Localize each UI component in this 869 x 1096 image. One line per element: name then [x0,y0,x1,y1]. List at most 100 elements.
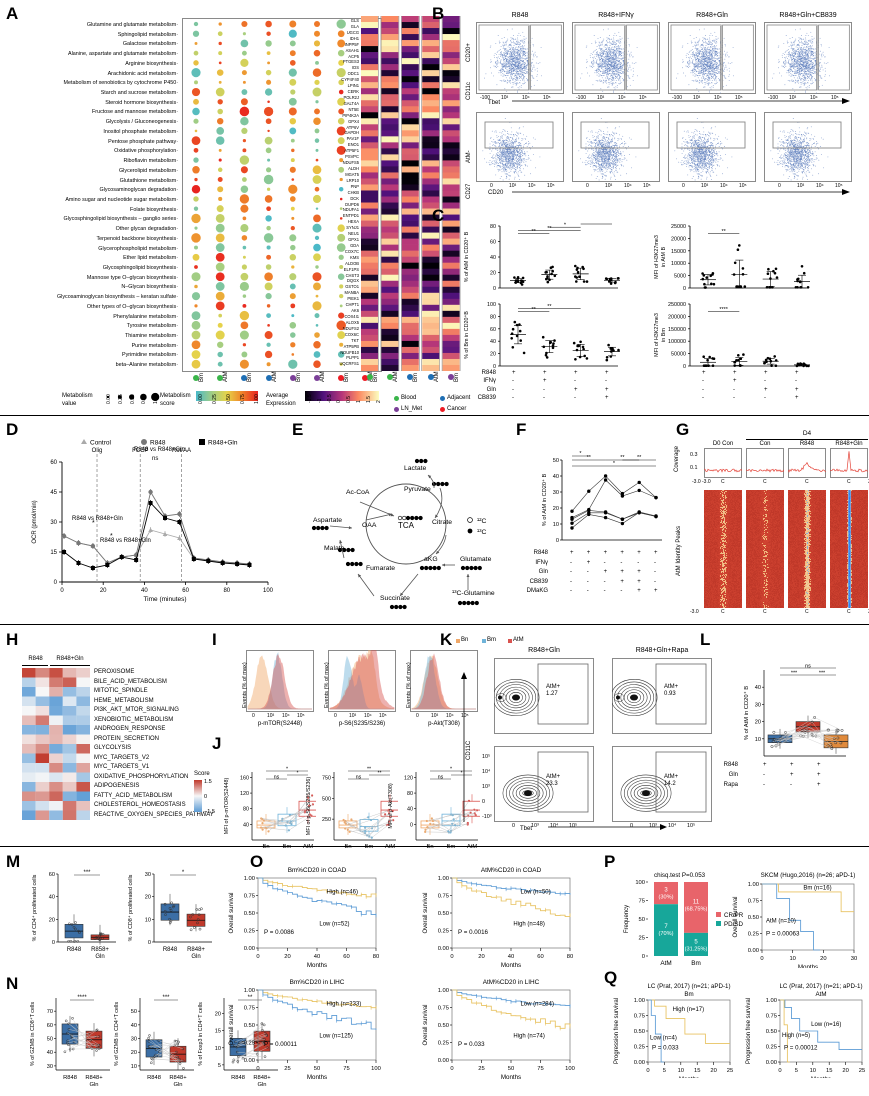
panel-label-I: I [212,630,217,650]
legend-tissue-dot [394,396,399,401]
svg-text:45: 45 [50,490,57,496]
panelG-coverage-trace [704,468,742,473]
legend-expression-tick: -1 [317,399,323,403]
panelC-condition-mark: - [512,395,514,401]
panelG-peak-rows [788,490,826,608]
panelA-gene-label: NDUFA1 [326,207,359,212]
panelC-condition-mark: + [702,370,706,376]
panelI-legend-swatch [508,639,512,643]
panelA-pathway-label: Phenylalanine metabolism· [0,314,178,320]
panelC-condition-mark: - [543,387,545,393]
panelG-x-tick: -3.0 [702,479,711,485]
panelK-contour-lines [494,663,589,725]
legend-tissue-dot [440,407,445,412]
panelA-heatmap-column-label: AtM [434,371,440,382]
panel-label-O: O [250,852,263,872]
panelB-flow-points-bottom [770,118,842,181]
panelA-gene-label: ALDH [326,166,359,171]
panelC-condition-mark: - [543,395,545,401]
legend-size-tick: 0.75 [141,394,147,404]
svg-text:Aspartate: Aspartate [313,517,342,524]
legend-tissue-label: Adjacent [447,395,470,401]
svg-text:20: 20 [553,506,559,512]
panelI-x-tick: 10³ [431,713,438,719]
panelL-condition-mark: + [817,772,821,778]
panelC-condition-mark: - [795,378,797,384]
panelA-pathway-label: Arachidonic acid metabolism· [0,71,178,77]
panelK-gate-value: 0.93 [664,691,676,697]
panelB-x-tick: -100 [576,95,586,101]
panelA-gene-label: GDA [326,243,359,248]
panelI-legend-label: Bn [461,637,468,643]
panelI-histogram-traces [411,653,476,710]
panelL-condition-mark: - [763,782,765,788]
panelA-gene-label: LPIN1 [326,83,359,88]
panelK-contour-plot[interactable] [494,658,594,734]
panelC-condition-mark: - [702,387,704,393]
panelI-legend-label: AtM [513,637,524,643]
panelB-x-tick-bottom: 10⁵ [835,183,843,189]
panelK-y-tick: 10³ [482,784,490,790]
panelK-x-tick: 10⁴ [550,823,558,829]
panelB-x-tick-bottom: 0 [586,183,589,189]
panel-label-G: G [676,420,689,440]
panelG-x-tick-bottom: C [847,609,851,615]
panelA-pathway-label: Purine metabolism· [0,343,178,349]
panelI-x-tick: 0 [334,713,337,719]
panelH-pathway-label: BILE_ACID_METABOLISM [94,679,167,685]
svg-text:30: 30 [50,520,57,526]
panelB-x-tick: 10³ [693,95,700,101]
legend-expression-tick: 2 [376,400,382,403]
panelB-x-tick-bottom: 10⁴ [816,183,824,189]
panelA-gene-label: ENTPD1 [326,213,359,218]
panelB-top-title: R848 [476,12,564,19]
panelB-x-tick-bottom: 0 [490,183,493,189]
panelC-condition-mark: + [605,395,609,401]
panel-label-Q: Q [604,968,617,988]
panelB-y-axis-bottom-lower: CD27 [466,184,472,199]
panelB-top-title: R848+IFNγ [572,12,660,19]
panelI-y-label: Events (% of max) [242,662,248,708]
panelF-condition-mark: - [570,579,572,585]
panelA-pathway-label: Glycolysis / Gluconeogenesis· [0,119,178,125]
panelF-condition-mark: - [654,560,656,566]
panelH-pathway-label: OXIDATIVE_PHOSPHORYLATION [94,774,188,780]
panelC-condition-mark: + [605,387,609,393]
panelC-condition-mark: + [543,378,547,384]
panelA-pathway-label: Pentose phosphate pathway· [0,139,178,145]
panelF-condition-mark: + [620,550,624,556]
panelI-x-tick: 10⁴ [364,713,372,719]
panelI-x-label: p-S6(S235/S236) [328,721,396,727]
panelI-x-tick: 10⁵ [461,713,469,719]
panelA-gene-label: GAPDH [326,130,359,135]
panelA-gene-label: ATP5F1 [326,148,359,153]
panelB-flow-points [478,24,562,94]
panelA-gene-label: ODC1 [326,71,359,76]
panelH-legend-title: Score [194,771,210,777]
panelF-condition-mark: - [654,569,656,575]
panelI-legend-swatch [456,639,460,643]
panelK-x-tick: 10⁴ [668,823,676,829]
legend-expression-tick: -1.5 [307,394,313,403]
panelK-contour-lines [620,751,707,813]
panelA-pathway-label: Other types of O–glycan biosynthesis· [0,304,178,310]
panelA-gene-label: KMS [326,255,359,260]
panelG-x-tick-bottom: C [721,609,725,615]
panelA-gene-label: PAV1F [326,136,359,141]
panelH-group-label: R848 [22,656,49,662]
svg-text:¹²C: ¹²C [477,518,487,525]
panelA-pathway-label: Steroid hormone biosynthesis· [0,100,178,106]
panelF-condition-label: IFNγ [496,560,548,566]
panelK-contour-plot[interactable] [612,658,712,734]
panelL-condition-label: Gln [700,772,738,778]
panelB-x-tick-bottom: 10⁵ [547,183,555,189]
panelA-pathway-label: Fructose and mannose metabolism· [0,109,178,115]
panelB-x-tick-bottom: 10⁵ [739,183,747,189]
panelA-pathway-label: Glycosphingolipid biosynthesis· [0,265,178,271]
panelA-gene-label: TKT [326,338,359,343]
